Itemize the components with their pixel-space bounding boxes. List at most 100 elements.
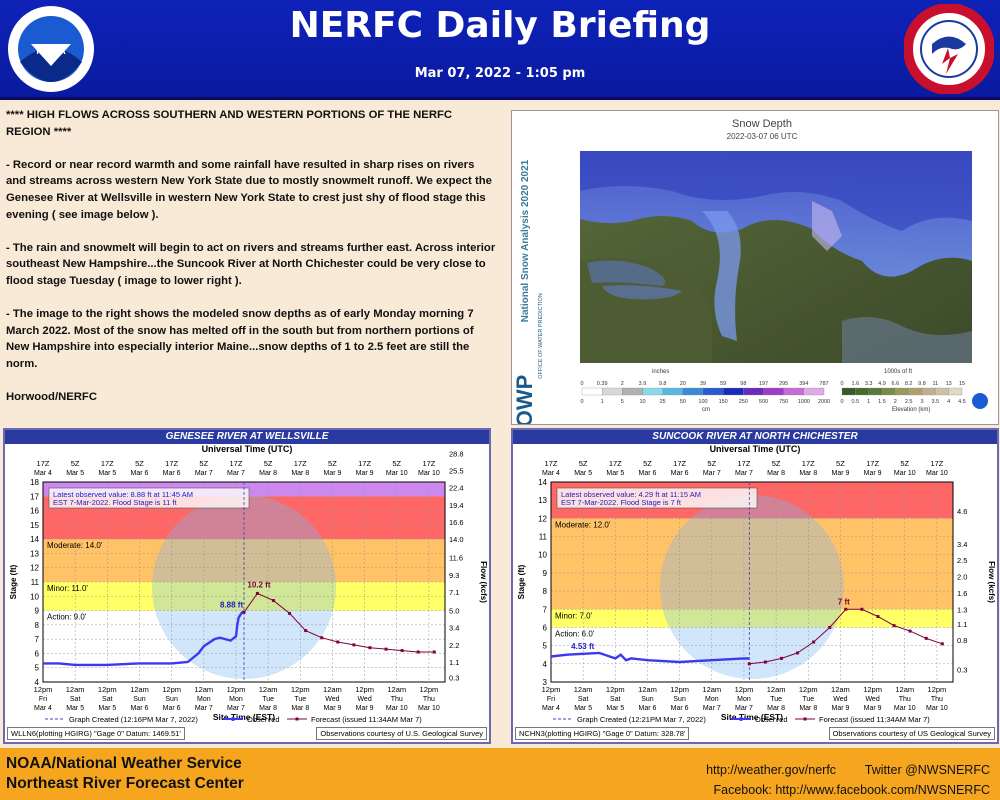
legend-tick: 2.5: [905, 399, 913, 405]
y-tick-label: 6: [543, 623, 548, 632]
site-date-label: Mar 6: [671, 705, 689, 712]
site-time-label: 12am: [194, 685, 213, 694]
utc-tick-label: 17Z: [358, 459, 371, 468]
site-time-label: 12am: [259, 685, 278, 694]
y-tick-label: 12: [30, 564, 39, 573]
site-day-label: Tue: [802, 696, 814, 703]
observed-series-line: [43, 610, 245, 667]
y-tick-label: 12: [538, 514, 547, 523]
footer-bar: NOAA/National Weather Service Northeast …: [0, 748, 1000, 800]
y-tick-label: 9: [35, 607, 40, 616]
site-day-label: Wed: [833, 696, 847, 703]
legend-swatch: [803, 387, 825, 396]
utc-date-label: Mar 10: [418, 470, 440, 477]
site-day-label: Wed: [325, 696, 339, 703]
y-tick-label: 17: [30, 492, 39, 501]
snowmap-side-label: National Snow Analysis 2020 2021: [520, 159, 531, 322]
forecast-point: [876, 615, 880, 619]
utc-date-label: Mar 8: [767, 470, 785, 477]
forecast-point: [288, 611, 292, 615]
utc-date-label: Mar 7: [227, 470, 245, 477]
utc-tick-label: 5Z: [264, 459, 273, 468]
site-time-label: 12pm: [355, 685, 374, 694]
legend-swatch: [763, 387, 784, 396]
y-tick-label: 10: [30, 592, 39, 601]
utc-axis-label: Universal Time (UTC): [709, 444, 801, 454]
legend-swatch: [935, 387, 949, 396]
twitter-link[interactable]: Twitter @NWSNERFC: [864, 763, 990, 777]
y-tick-label: 16: [30, 507, 39, 516]
utc-axis-label: Universal Time (UTC): [201, 444, 293, 454]
hydrograph-genesee: GENESEE RIVER AT WELLSVILLE Universal Ti…: [3, 428, 491, 744]
site-date-label: Mar 7: [195, 705, 213, 712]
y-tick-label: 5: [35, 664, 40, 673]
action-label: Action: 9.0': [47, 613, 87, 622]
briefing-paragraph: - The rain and snowmelt will begin to ac…: [6, 241, 496, 287]
snow-depth-map-graphic: National Snow Analysis 2020 2021 OWP OFF…: [512, 111, 998, 424]
site-date-label: Mar 10: [386, 705, 408, 712]
forecast-point: [828, 625, 832, 629]
site-date-label: Mar 10: [926, 705, 948, 712]
legend-tick: 1: [601, 399, 604, 405]
site-day-label: Tue: [294, 696, 306, 703]
legend-tick: 98: [740, 381, 746, 387]
utc-date-label: Mar 9: [323, 470, 341, 477]
utc-date-label: Mar 4: [542, 470, 560, 477]
noaa-watermark-icon: [660, 495, 844, 679]
legend-tick: 4: [947, 399, 950, 405]
y-tick-label: 8: [35, 621, 40, 630]
site-date-label: Mar 6: [131, 705, 149, 712]
flow-tick-label: 0.8: [957, 636, 967, 645]
site-date-label: Mar 8: [291, 705, 309, 712]
website-link[interactable]: http://weather.gov/nerfc: [706, 763, 837, 777]
site-time-label: 12am: [323, 685, 342, 694]
legend-swatch: [662, 387, 683, 396]
noaa-small-logo-icon: [972, 393, 988, 409]
facebook-link[interactable]: Facebook: http://www.facebook.com/NWSNER…: [713, 783, 990, 797]
site-day-label: Sun: [165, 696, 178, 703]
forecast-point: [271, 599, 275, 603]
legend-tick: 6.6: [892, 381, 900, 387]
site-day-label: Thu: [391, 696, 403, 703]
forecast-point: [812, 640, 816, 644]
utc-date-label: Mar 7: [195, 470, 213, 477]
legend-swatch: [783, 387, 804, 396]
flow-tick-label: 11.6: [449, 554, 463, 563]
forecast-point: [860, 607, 864, 611]
legend-tick: 59: [720, 381, 726, 387]
flow-tick-label: 1.1: [957, 620, 967, 629]
legend-tick: 11: [932, 381, 938, 387]
legend-tick: 9.8: [659, 381, 667, 387]
flow-tick-label: 7.1: [449, 588, 459, 597]
utc-tick-label: 17Z: [165, 459, 178, 468]
legend-swatch: [948, 387, 963, 396]
forecast-point: [368, 646, 372, 650]
moderate-label: Moderate: 12.0': [555, 520, 611, 529]
footer-org: NOAA/National Weather Service Northeast …: [6, 754, 244, 794]
site-time-label: 12am: [387, 685, 406, 694]
y-tick-label: 11: [31, 578, 40, 587]
site-day-label: Sun: [641, 696, 654, 703]
flow-axis-label: Flow (kcfs): [479, 561, 488, 603]
y-tick-label: 7: [35, 635, 40, 644]
flow-tick-label: 0.3: [449, 674, 459, 683]
site-date-label: Mar 6: [163, 705, 181, 712]
legend-tick: 3.5: [932, 399, 940, 405]
legend-tick: 3.9: [639, 381, 647, 387]
briefing-date: Mar 07, 2022 - 1:05 pm: [414, 66, 586, 81]
gage-datum: NCHN3(plotting HGIRG) "Gage 0" Datum: 32…: [515, 727, 690, 740]
utc-tick-label: 5Z: [772, 459, 781, 468]
legend-swatch: [855, 387, 869, 396]
utc-date-label: Mar 5: [98, 470, 116, 477]
utc-date-label: Mar 6: [131, 470, 149, 477]
y-tick-label: 15: [30, 521, 39, 530]
flow-tick-label: 28.8: [449, 449, 464, 458]
site-time-axis-label: Site Time (EST): [721, 712, 783, 722]
forecast-point: [747, 662, 751, 666]
utc-date-label: Mar 6: [163, 470, 181, 477]
legend-tick: 9.8: [918, 381, 926, 387]
utc-tick-label: 17Z: [294, 459, 307, 468]
utc-tick-label: 5Z: [328, 459, 337, 468]
legend-tick: 2000: [818, 399, 830, 405]
legend-tick: 787: [819, 381, 828, 387]
